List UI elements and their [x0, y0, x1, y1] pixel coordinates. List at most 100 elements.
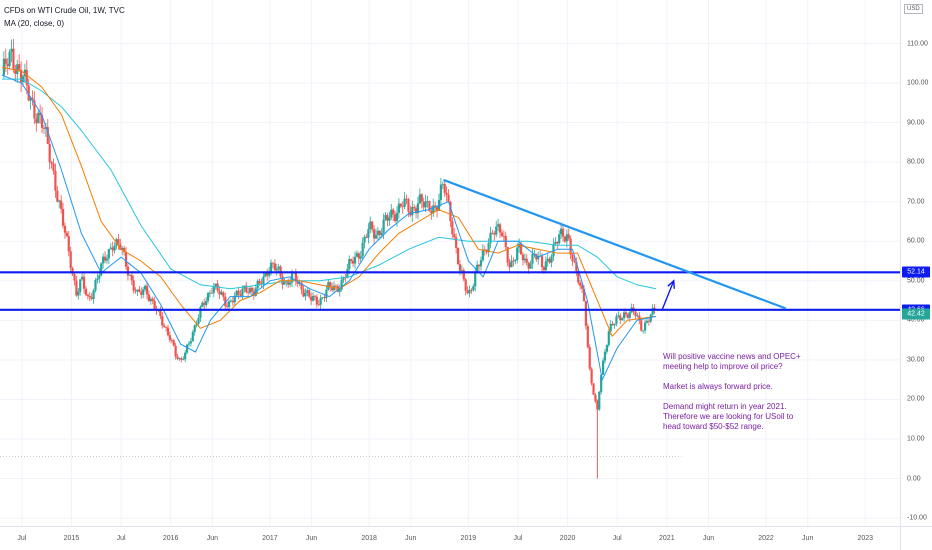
candle-body: [193, 325, 196, 333]
ma-fast-line: [1, 74, 657, 382]
candle-body: [577, 271, 580, 283]
candle-body: [67, 236, 70, 252]
candle-body: [63, 225, 67, 233]
candle-body: [449, 201, 452, 222]
candle-body: [414, 208, 418, 214]
candle-body: [250, 287, 254, 292]
candle-body: [525, 258, 528, 263]
candle-body: [46, 127, 49, 144]
candle-body: [388, 217, 391, 221]
candle-body: [497, 224, 500, 227]
price-tick-label: 0.00: [907, 475, 921, 483]
price-axis[interactable]: USD 110.00 100.00 90.00 80.00 70.00 60.00 50.0…: [900, 0, 932, 526]
candle-body: [481, 249, 484, 261]
ma-legend[interactable]: MA (20, close, 0): [4, 19, 65, 28]
candle-body: [460, 270, 463, 272]
annotation-line: Will positive vaccine news and OPEC+ mee…: [663, 352, 801, 371]
candle-body: [294, 272, 297, 282]
candle-body: [372, 229, 376, 239]
candle-body: [296, 281, 299, 284]
candle-body: [147, 294, 151, 302]
candle-body: [16, 64, 19, 74]
candle-body: [71, 268, 74, 275]
candle-body: [174, 345, 177, 357]
candle-body: [248, 287, 252, 293]
candle-body: [613, 323, 616, 326]
price-chart[interactable]: [0, 0, 900, 526]
candle-body: [300, 282, 303, 290]
candle-body: [262, 276, 265, 285]
candle-body: [477, 264, 481, 267]
candle-body: [310, 296, 313, 301]
time-tick-label: Jul: [116, 535, 126, 542]
candle-body: [82, 276, 86, 289]
candle-body: [334, 285, 338, 287]
candle-body: [594, 394, 597, 402]
candle-body: [598, 391, 601, 410]
candle-body: [56, 190, 59, 202]
candle-body: [401, 206, 404, 208]
up-arrow-head: [667, 279, 676, 289]
candle-body: [121, 248, 124, 250]
candle-body: [208, 292, 212, 294]
candle-body: [647, 320, 650, 322]
candle-body: [277, 266, 280, 269]
candle-body: [491, 232, 494, 234]
time-tick-label: 2022: [758, 535, 774, 542]
candle-body: [27, 85, 30, 101]
candle-body: [260, 283, 263, 285]
time-axis[interactable]: Jul 2015 Jul 2016 Jun 2017 Jun 2018 Jun 2019 Jul 20…: [0, 526, 900, 550]
candle-body: [359, 256, 362, 259]
candle-body: [649, 314, 652, 322]
candle-body: [403, 198, 406, 207]
candle-body: [329, 282, 332, 287]
candle-body: [502, 236, 505, 237]
candle-body: [392, 209, 395, 215]
candle-body: [355, 253, 359, 257]
candle-body: [342, 277, 345, 280]
up-arrow-shaft: [661, 280, 675, 311]
candle-body: [205, 300, 208, 306]
candle-body: [42, 127, 46, 129]
candle-body: [609, 323, 612, 332]
candle-body: [371, 221, 374, 230]
candle-body: [561, 228, 565, 237]
candle-body: [455, 237, 458, 248]
candle-body: [111, 247, 114, 251]
candle-body: [113, 245, 116, 251]
candle-body: [428, 200, 431, 212]
candle-body: [575, 261, 578, 272]
candle-body: [586, 325, 589, 347]
candle-body: [65, 232, 68, 237]
time-tick-label: 2019: [460, 535, 477, 542]
candle-body: [23, 69, 26, 77]
candle-body: [317, 304, 320, 306]
candle-body: [479, 260, 483, 267]
candle-body: [222, 292, 225, 297]
candle-body: [81, 276, 84, 280]
candle-body: [628, 312, 631, 318]
candle-body: [187, 343, 191, 345]
candle-body: [203, 302, 206, 306]
candle-body: [432, 205, 435, 214]
currency-label[interactable]: USD: [904, 4, 923, 14]
candle-body: [19, 69, 23, 83]
candle-body: [88, 295, 91, 298]
candle-body: [304, 292, 307, 297]
candle-body: [458, 264, 462, 271]
candle-body: [393, 214, 397, 222]
candle-body: [554, 242, 557, 245]
candle-body: [264, 272, 267, 277]
candle-body: [640, 320, 643, 331]
candle-body: [35, 118, 38, 124]
candle-body: [145, 285, 149, 295]
candle-body: [642, 330, 645, 332]
candle-body: [266, 272, 269, 276]
candle-body: [134, 290, 137, 292]
candle-body: [191, 332, 194, 342]
candle-body: [189, 341, 192, 344]
candle-body: [558, 234, 561, 244]
candle-body: [399, 203, 402, 207]
price-tick-label: 80.00: [907, 158, 925, 166]
